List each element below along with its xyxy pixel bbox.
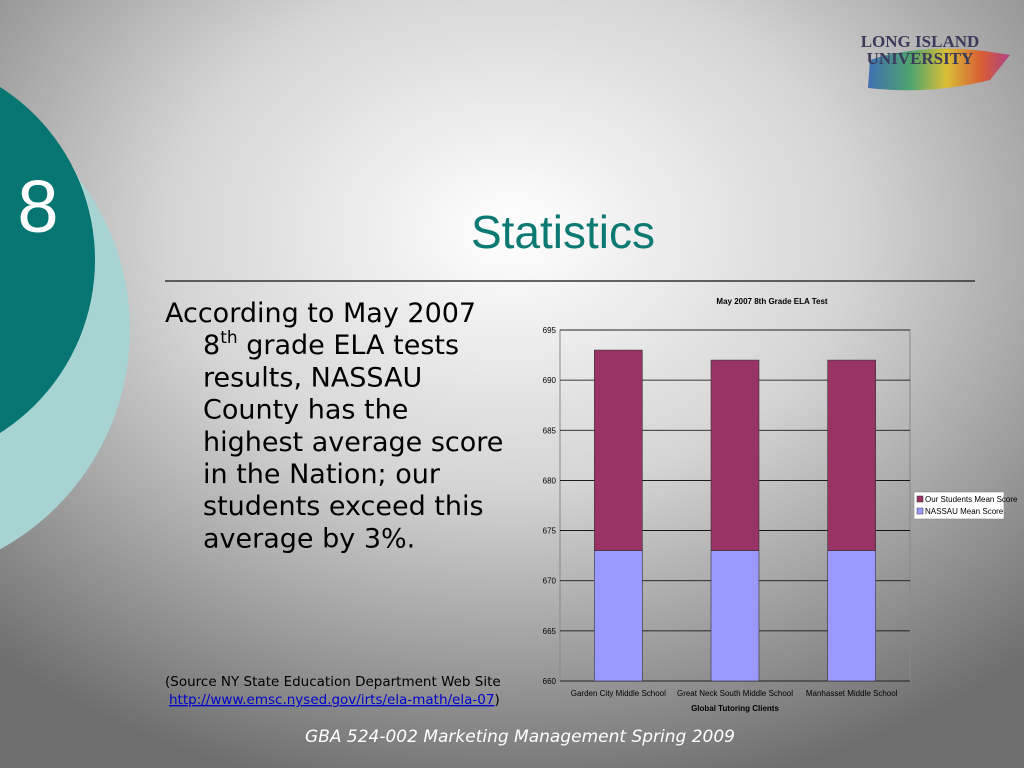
body-line: in the Nation; our [203,459,441,490]
bar-segment [594,349,643,551]
bar-segment [827,550,876,682]
source-text: (Source NY State Education Department We… [165,674,501,690]
bar-segment [594,550,643,682]
y-tick-label: 685 [543,426,557,435]
legend-box [913,491,1005,520]
y-tick-label: 680 [543,476,557,485]
slide-title: Statistics [471,206,655,258]
x-tick-label: Manhasset Middle School [806,689,898,698]
legend-label: NASSAU Mean Score [925,507,1004,516]
source-line: http://www.emsc.nysed.gov/irts/ela-math/… [169,692,500,708]
body-line: average by 3%. [203,523,415,554]
slide-number: 8 [17,165,58,248]
body-line: results, NASSAU [203,362,422,393]
y-tick-label: 670 [543,577,557,586]
bar-segment [710,359,760,551]
chart-title: May 2007 8th Grade ELA Test [716,297,827,306]
body-line: 8th grade ELA tests [203,328,459,361]
body-line: County has the [203,395,408,426]
source-close: ) [494,692,499,708]
body-line: students exceed this [203,491,484,522]
source-link[interactable]: http://www.emsc.nysed.gov/irts/ela-math/… [169,692,494,708]
y-tick-label: 665 [543,627,557,636]
bar-segment [710,550,760,682]
logo-text: LONG ISLAND [861,32,980,51]
superscript: th [220,328,237,348]
x-tick-label: Great Neck South Middle School [677,689,793,698]
body-part: 8 [203,330,220,361]
body-part: grade ELA tests [238,330,459,361]
legend-swatch [916,507,924,515]
y-tick-label: 660 [543,677,557,686]
y-tick-label: 690 [543,376,557,385]
x-axis-label: Global Tutoring Clients [691,704,779,713]
footer: GBA 524-002 Marketing Management Spring … [305,727,735,747]
body-line: highest average score [203,427,503,458]
logo: LONG ISLAND UNIVERSITY [861,32,1010,91]
body-line: According to May 2007 [165,298,476,329]
y-tick-label: 675 [543,527,557,536]
legend-label: Our Students Mean Score [925,495,1018,504]
x-tick-label: Garden City Middle School [571,689,666,698]
chart: May 2007 8th Grade ELA Test 660 665 670 675 6… [543,297,1018,713]
y-tick-label: 695 [543,326,557,335]
legend-swatch [916,495,924,503]
bar-segment [827,359,876,551]
logo-text: UNIVERSITY [867,49,974,68]
logo-swoosh [868,48,1010,91]
deco-circle-dark [0,87,95,433]
